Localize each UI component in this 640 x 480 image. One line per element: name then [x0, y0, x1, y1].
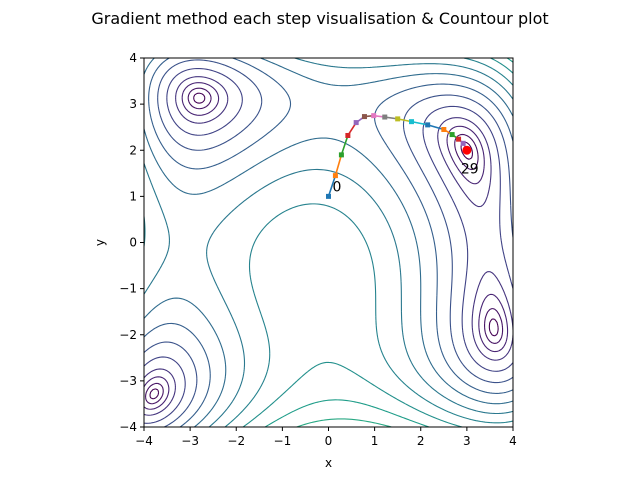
- path-step-marker: [345, 132, 351, 138]
- path-segment: [340, 135, 349, 156]
- contour-level-line: [144, 76, 513, 416]
- path-step-marker: [332, 173, 338, 179]
- path-segment: [411, 120, 428, 126]
- contour-level-line: [144, 58, 513, 427]
- x-tick-label: −4: [135, 434, 153, 448]
- plot-frame: [143, 57, 514, 428]
- x-tick-label: 4: [509, 434, 517, 448]
- y-axis-ticks: −4 −3 −2 −1 0 1 2 3 4: [119, 51, 144, 434]
- path-step-marker: [425, 122, 431, 128]
- y-tick-label: 2: [129, 143, 137, 157]
- contour-level-line: [144, 58, 513, 427]
- y-tick-label: 4: [129, 51, 137, 65]
- y-tick-label: 1: [129, 189, 137, 203]
- path-step-marker: [338, 152, 344, 158]
- x-tick-label: −1: [274, 434, 292, 448]
- contour-level-line: [144, 67, 513, 424]
- x-tick-label: 1: [371, 434, 379, 448]
- contour-level-line: [144, 58, 513, 427]
- gradient-path: [326, 113, 472, 199]
- chart-title: Gradient method each step visualisation …: [91, 9, 548, 28]
- path-step-marker: [382, 114, 388, 120]
- path-step-marker: [441, 126, 447, 132]
- path-step-marker: [371, 113, 377, 119]
- y-tick-label: 3: [129, 97, 137, 111]
- contour-level-line: [242, 58, 513, 427]
- y-axis-label: y: [93, 239, 107, 246]
- path-step-marker: [353, 120, 359, 126]
- y-tick-label: −4: [119, 420, 137, 434]
- path-segment: [327, 175, 337, 197]
- x-tick-label: 3: [463, 434, 471, 448]
- y-tick-label: −1: [119, 282, 137, 296]
- contour-level-line: [149, 92, 499, 400]
- path-step-marker: [460, 140, 466, 146]
- path-step-marker: [326, 193, 331, 199]
- y-tick-label: 0: [129, 236, 137, 250]
- x-tick-label: −2: [227, 434, 245, 448]
- contour-level-line: [145, 87, 504, 405]
- start-step-label: 0: [333, 179, 342, 195]
- path-step-marker: [361, 114, 367, 120]
- end-point-marker: [462, 145, 472, 155]
- contour-level-line: [144, 82, 509, 410]
- x-tick-label: 2: [417, 434, 425, 448]
- contour-level-line: [144, 58, 513, 427]
- path-step-marker: [395, 116, 401, 122]
- x-axis-ticks: −4 −3 −2 −1 0 1 2 3 4: [135, 427, 517, 448]
- path-segment: [427, 124, 445, 131]
- x-tick-label: −3: [181, 434, 199, 448]
- contour-lines: [144, 58, 513, 427]
- end-step-label: 29: [461, 161, 479, 177]
- contour-level-line: [296, 418, 392, 427]
- path-step-marker: [409, 119, 415, 125]
- y-tick-label: −2: [119, 328, 137, 342]
- x-tick-label: 0: [325, 434, 333, 448]
- path-segment: [334, 154, 343, 176]
- x-axis-label: x: [325, 456, 332, 470]
- y-tick-label: −3: [119, 374, 137, 388]
- path-step-marker: [456, 136, 462, 142]
- path-step-marker: [449, 132, 455, 138]
